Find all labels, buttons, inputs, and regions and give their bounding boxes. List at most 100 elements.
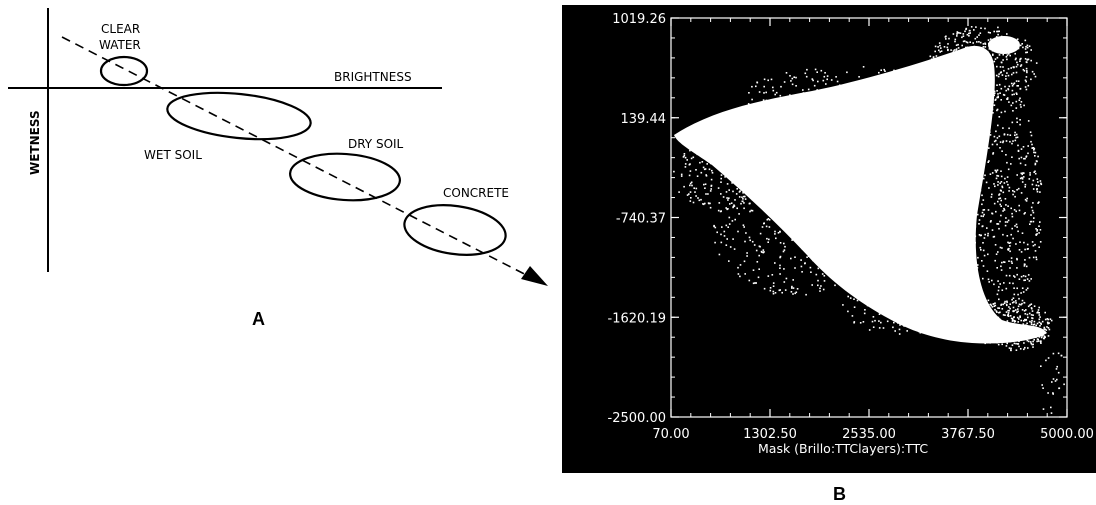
scatter-point	[976, 195, 979, 198]
scatter-point	[763, 251, 765, 253]
scatter-point	[717, 144, 720, 146]
scatter-point	[806, 225, 809, 227]
scatter-point	[1025, 80, 1027, 83]
scatter-point	[988, 330, 991, 332]
scatter-point	[1047, 392, 1049, 394]
scatter-point	[1012, 140, 1014, 142]
scatter-point	[996, 65, 998, 68]
scatter-point	[1007, 309, 1009, 312]
scatter-point	[987, 278, 990, 281]
scatter-point	[1012, 333, 1014, 335]
scatter-point	[1030, 214, 1032, 216]
scatter-point	[984, 82, 986, 85]
scatter-point	[904, 290, 906, 292]
scatter-point	[801, 248, 804, 250]
scatter-point	[821, 209, 823, 212]
scatter-point	[820, 122, 823, 124]
scatter-point	[871, 122, 874, 125]
scatter-point	[733, 205, 736, 207]
scatter-point	[980, 27, 982, 29]
scatter-point	[1015, 243, 1017, 245]
scatter-point	[1032, 324, 1035, 326]
scatter-point	[978, 41, 980, 43]
scatter-point	[1006, 54, 1009, 56]
scatter-point	[998, 326, 1000, 329]
scatter-point	[987, 340, 989, 342]
scatter-point	[972, 322, 974, 324]
scatter-point	[1025, 318, 1028, 321]
scatter-point	[987, 253, 989, 256]
scatter-point	[987, 325, 989, 328]
scatter-point	[979, 112, 981, 114]
scatter-point	[971, 167, 974, 169]
scatter-point	[745, 232, 747, 234]
scatter-point	[763, 102, 765, 104]
scatter-point	[1013, 319, 1016, 322]
scatter-point	[1040, 183, 1043, 186]
scatter-point	[790, 80, 792, 82]
scatter-point	[986, 84, 988, 87]
scatter-point	[997, 175, 1000, 177]
scatter-point	[1034, 151, 1037, 154]
scatter-point	[992, 92, 995, 94]
scatter-point	[1030, 206, 1033, 209]
scatter-point	[1023, 310, 1026, 312]
scatter-point	[973, 55, 976, 58]
scatter-point	[1011, 93, 1014, 96]
scatter-point	[1008, 186, 1011, 189]
scatter-point	[865, 113, 867, 116]
scatter-point	[897, 115, 900, 118]
scatter-point	[981, 194, 983, 197]
scatter-point	[1057, 352, 1060, 355]
scatter-point	[993, 323, 995, 325]
scatter-point	[825, 104, 827, 106]
scatter-point	[1009, 267, 1011, 269]
scatter-point	[993, 319, 996, 321]
scatter-point	[1011, 85, 1014, 87]
scatter-point	[949, 54, 952, 56]
scatter-point	[1022, 146, 1025, 148]
scatter-point	[825, 83, 827, 85]
scatter-point	[984, 43, 987, 45]
scatter-point	[946, 97, 948, 99]
scatter-point	[1025, 88, 1028, 91]
scatter-point	[1029, 341, 1032, 343]
scatter-point	[944, 71, 946, 74]
scatter-point	[996, 96, 998, 99]
scatter-point	[935, 72, 938, 75]
scatter-point	[1028, 327, 1031, 330]
scatter-point	[840, 122, 842, 125]
scatter-point	[1024, 259, 1026, 261]
scatter-point	[1025, 46, 1027, 48]
scatter-point	[778, 289, 781, 292]
scatter-point	[797, 211, 799, 213]
scatter-point	[971, 65, 973, 67]
scatter-point	[899, 76, 901, 78]
scatter-point	[1016, 38, 1019, 40]
scatter-point	[978, 116, 981, 118]
scatter-point	[981, 211, 984, 214]
scatter-point	[981, 52, 983, 54]
scatter-point	[912, 326, 915, 328]
scatter-point	[979, 164, 982, 167]
scatter-point	[837, 211, 840, 214]
scatter-point	[873, 300, 876, 302]
scatter-point	[1043, 337, 1045, 340]
scatter-point	[906, 330, 908, 332]
scatter-point	[683, 153, 686, 155]
scatter-point	[849, 297, 852, 299]
scatter-point	[976, 316, 979, 319]
scatter-point	[839, 84, 841, 87]
scatter-point	[1000, 175, 1003, 178]
scatter-point	[795, 85, 797, 87]
scatter-point	[828, 234, 830, 236]
scatter-point	[1012, 297, 1015, 299]
scatter-point	[963, 100, 966, 103]
scatter-point	[984, 332, 986, 334]
scatter-point	[748, 146, 750, 148]
scatter-point	[971, 215, 974, 217]
scatter-point	[971, 254, 973, 257]
scatter-point	[965, 46, 967, 49]
scatter-point	[779, 242, 782, 244]
scatter-point	[996, 137, 999, 139]
